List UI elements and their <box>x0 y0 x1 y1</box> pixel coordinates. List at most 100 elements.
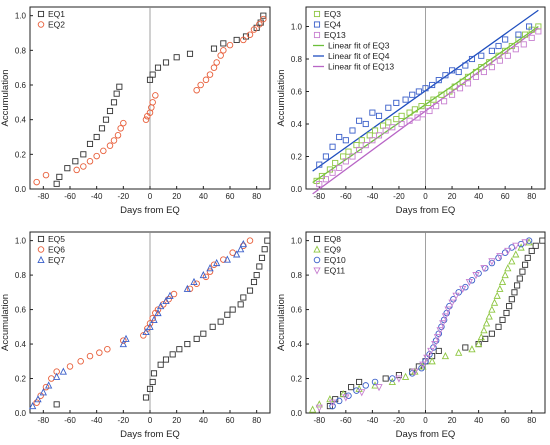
data-point <box>411 106 418 113</box>
data-point <box>496 253 504 261</box>
data-point <box>322 153 329 160</box>
data-point <box>315 400 323 408</box>
data-point <box>154 306 162 313</box>
data-point <box>430 96 437 103</box>
data-point <box>210 45 218 52</box>
data-point <box>240 294 247 301</box>
data-point <box>419 111 426 118</box>
data-point <box>148 104 155 111</box>
y-axis-title: Accumulation <box>276 294 287 351</box>
data-point <box>419 362 427 370</box>
y-tick-label: 0.4 <box>15 116 27 125</box>
x-axis-title: Days from EQ <box>120 429 180 440</box>
data-point <box>395 375 403 383</box>
data-point <box>480 265 488 273</box>
data-point <box>149 378 156 386</box>
data-point <box>488 64 495 71</box>
data-point <box>176 346 183 353</box>
data-point <box>436 327 444 335</box>
y-tick-label: 1.0 <box>291 237 303 246</box>
data-point <box>369 109 376 116</box>
y-tick-label: 0.8 <box>15 271 27 280</box>
data-point <box>524 254 531 261</box>
y-tick-label: 1.0 <box>291 23 303 32</box>
data-point <box>348 384 355 391</box>
data-point <box>516 275 523 282</box>
data-point <box>217 318 224 325</box>
y-axis-title: Accumulation <box>0 69 11 126</box>
data-point <box>495 254 502 262</box>
data-point <box>48 375 55 382</box>
data-point <box>260 15 267 23</box>
y-tick-label: 0.2 <box>15 150 27 159</box>
x-tick-label: -60 <box>340 416 352 425</box>
data-point <box>86 158 94 165</box>
y-tick-label: 0.6 <box>291 306 303 315</box>
data-point <box>336 133 343 141</box>
data-point <box>490 298 499 306</box>
data-point <box>318 172 325 180</box>
data-point <box>339 389 347 398</box>
data-point <box>429 81 436 89</box>
data-point <box>422 85 429 92</box>
x-tick-label: 0 <box>148 416 153 425</box>
legend-label: EQ2 <box>48 20 65 30</box>
data-point <box>482 319 491 327</box>
data-point <box>496 57 503 64</box>
data-point <box>240 36 247 44</box>
chart-panel-2: -80 -60 -40 -20 0 20 40 60 80 0.0 0.2 0.4 0.6 0.8 1.0 D… <box>276 6 546 216</box>
data-point <box>199 271 207 279</box>
data-point <box>462 62 469 69</box>
data-point <box>462 283 469 291</box>
data-point <box>184 340 191 348</box>
data-point <box>237 245 245 253</box>
legend-marker <box>37 10 45 18</box>
x-tick-label: 40 <box>474 416 483 425</box>
legend-label: EQ4 <box>324 20 341 30</box>
data-point <box>389 375 396 382</box>
data-point <box>56 173 63 180</box>
chart-panel-4: -80 -60 -40 -20 0 20 40 60 80 0.0 0.2 0.4 0.6 0.8 1.0 D… <box>276 231 546 440</box>
data-point <box>106 142 114 149</box>
data-point <box>441 352 450 360</box>
data-point <box>449 67 456 74</box>
data-point <box>398 120 405 128</box>
data-point <box>521 239 529 247</box>
data-point <box>149 99 156 106</box>
data-point <box>113 90 120 97</box>
data-point <box>423 354 431 362</box>
data-point <box>419 361 427 369</box>
data-point <box>371 378 379 386</box>
data-point <box>233 250 241 258</box>
data-point <box>336 164 343 171</box>
data-point <box>309 405 317 413</box>
data-point <box>142 394 150 401</box>
y-tick-label: 0.6 <box>15 81 27 90</box>
data-point <box>220 40 227 47</box>
data-point <box>120 119 127 127</box>
data-point <box>106 107 114 115</box>
data-point <box>456 85 464 92</box>
data-point <box>200 330 207 337</box>
chart-panel-1: -80 -60 -40 -20 0 20 40 60 80 0.0 0.2 0.4 0.6 0.8 1.0 D… <box>0 6 271 216</box>
data-point <box>86 140 94 147</box>
data-point <box>388 377 396 386</box>
series-eq13 <box>316 28 542 188</box>
y-tick-label: 0.4 <box>291 120 303 129</box>
series-eq4 <box>316 23 533 168</box>
legend-marker <box>37 21 45 28</box>
data-point <box>502 36 509 43</box>
data-point <box>246 287 254 294</box>
data-point <box>512 242 520 250</box>
data-point <box>149 71 156 78</box>
data-point <box>226 41 234 49</box>
data-point <box>104 345 111 353</box>
data-point <box>217 52 224 59</box>
data-point <box>427 347 435 356</box>
x-tick-label: -40 <box>91 192 103 201</box>
data-point <box>455 289 462 296</box>
data-point <box>426 107 433 115</box>
data-point <box>501 271 509 279</box>
